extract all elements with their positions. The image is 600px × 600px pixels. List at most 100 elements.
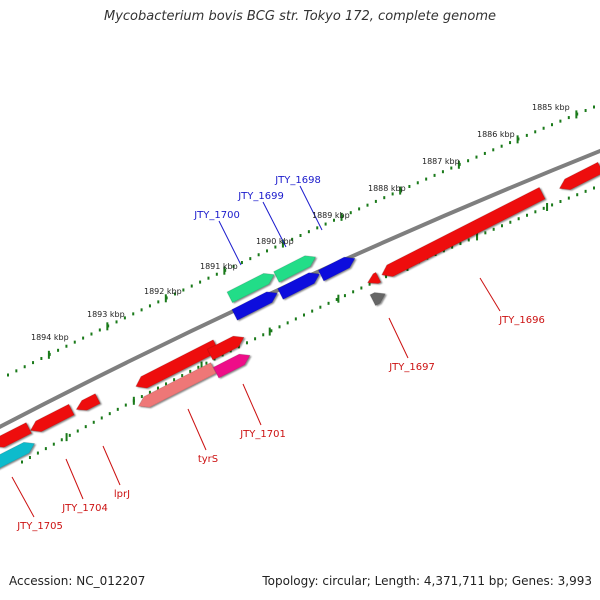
- gene-label-JTY_1700-connector: [218, 220, 242, 266]
- outer-scale-dot: [23, 365, 26, 369]
- outer-scale-dot: [82, 336, 85, 340]
- gene-arrow-JTY_1697[interactable]: [369, 288, 388, 306]
- inner-scale-dot: [294, 317, 297, 321]
- kbp-label: 1889 kbp: [312, 211, 350, 220]
- gene-arrow-unlabeled[interactable]: [365, 271, 382, 287]
- gene-arrow-unlabeled[interactable]: [317, 253, 357, 282]
- gene-label-JTY_1697-connector: [388, 317, 409, 359]
- inner-scale-dot: [360, 286, 363, 290]
- outer-scale-dot: [567, 116, 570, 120]
- outer-scale-major-tick: [281, 239, 284, 248]
- inner-scale-major-tick: [65, 433, 68, 442]
- inner-scale-dot: [100, 416, 103, 420]
- outer-scale-dot: [433, 173, 436, 177]
- outer-scale-dot: [408, 184, 411, 188]
- outer-scale-track: [7, 105, 595, 377]
- gene-arrow-unlabeled[interactable]: [206, 332, 246, 361]
- gene-arrow-lprJ[interactable]: [74, 393, 101, 415]
- gene-arrow-unlabeled[interactable]: [231, 288, 280, 321]
- outer-scale-dot: [257, 253, 260, 257]
- outer-scale-dot: [174, 292, 177, 296]
- inner-scale-dot: [262, 333, 265, 337]
- outer-scale-dot: [291, 237, 294, 241]
- outer-scale-dot: [90, 332, 93, 336]
- outer-scale-dot: [32, 361, 35, 365]
- inner-scale-dot: [156, 386, 159, 390]
- gene-arrow-JTY_1705[interactable]: [0, 438, 37, 471]
- gene-arrow-JTY_1704[interactable]: [28, 403, 75, 436]
- gene-arrow-JTY_1696[interactable]: [379, 186, 546, 280]
- kbp-label: 1888 kbp: [368, 184, 406, 193]
- inner-scale-dot: [116, 407, 119, 411]
- outer-scale-dot: [240, 261, 243, 265]
- inner-scale-dot: [84, 425, 87, 429]
- kbp-label: 1885 kbp: [532, 103, 570, 112]
- gene-label-JTY_1696[interactable]: JTY_1696: [498, 315, 545, 326]
- inner-scale-dot: [509, 220, 512, 224]
- topology-summary: Topology: circular; Length: 4,371,711 bp…: [262, 574, 592, 588]
- outer-scale-dot: [492, 148, 495, 152]
- gene-label-JTY_1697[interactable]: JTY_1697: [388, 362, 435, 373]
- outer-scale-dot: [391, 192, 394, 196]
- gene-arrow-JTY_1698[interactable]: [273, 252, 319, 283]
- gene-arrow-unlabeled[interactable]: [557, 161, 600, 194]
- outer-scale-dot: [65, 344, 68, 348]
- outer-scale-dot: [73, 340, 76, 344]
- gene-label-tyrS[interactable]: tyrS: [198, 454, 218, 465]
- inner-scale-dot: [343, 294, 346, 298]
- outer-scale-dot: [349, 211, 352, 215]
- gene-label-JTY_1705[interactable]: JTY_1705: [16, 521, 63, 532]
- outer-scale-dot: [249, 257, 252, 261]
- gene-label-lprJ[interactable]: lprJ: [114, 489, 130, 500]
- outer-scale-dot: [383, 196, 386, 200]
- gene-label-JTY_1700[interactable]: JTY_1700: [193, 210, 240, 221]
- gene-label-JTY_1698[interactable]: JTY_1698: [274, 175, 321, 186]
- outer-scale-dot: [15, 369, 18, 373]
- outer-scale-dot: [551, 123, 554, 127]
- gene-label-JTY_1701[interactable]: JTY_1701: [239, 429, 286, 440]
- outer-scale-dot: [593, 105, 595, 109]
- outer-scale-dot: [140, 308, 143, 312]
- gene-label-JTY_1705-connector: [11, 476, 35, 518]
- inner-scale-dot: [28, 456, 31, 460]
- inner-scale-dot: [534, 210, 537, 214]
- kbp-label: 1887 kbp: [422, 157, 460, 166]
- gene-label-JTY_1699[interactable]: JTY_1699: [237, 191, 284, 202]
- inner-scale-dot: [526, 213, 529, 217]
- gene-arrow-unlabeled[interactable]: [0, 422, 32, 452]
- outer-scale-dot: [299, 234, 302, 237]
- gene-label-JTY_1704[interactable]: JTY_1704: [61, 503, 108, 514]
- kbp-label: 1886 kbp: [477, 130, 515, 139]
- inner-scale-major-tick: [546, 202, 549, 211]
- outer-scale-dot: [324, 222, 327, 226]
- outer-scale-dot: [509, 141, 512, 145]
- inner-scale-dot: [542, 206, 545, 210]
- kbp-scale-labels: 1885 kbp 1886 kbp 1887 kbp 1888 kbp 1889 kbp…: [31, 103, 570, 342]
- outer-scale-dot: [199, 280, 202, 284]
- outer-scale-dot: [534, 130, 537, 134]
- inner-scale-dot: [205, 361, 208, 365]
- inner-scale-dot: [368, 282, 371, 286]
- outer-scale-dot: [584, 109, 587, 113]
- map-title: Mycobacterium bovis BCG str. Tokyo 172, …: [104, 9, 496, 24]
- gene-label-tyrS-connector: [187, 408, 207, 451]
- inner-scale-major-tick: [200, 361, 203, 370]
- outer-scale-dot: [525, 133, 528, 137]
- gene-arrow-JTY_1700[interactable]: [226, 269, 277, 304]
- inner-scale-dot: [451, 245, 454, 249]
- gene-labels: JTY_1698 JTY_1699 JTY_1700 JTY_1696 JTY_1697…: [16, 175, 545, 532]
- outer-scale-dot: [358, 207, 361, 211]
- gene-label-JTY_1701-connector: [242, 383, 262, 426]
- inner-scale-dot: [21, 460, 23, 464]
- inner-scale-dot: [335, 297, 338, 301]
- inner-scale-dot: [303, 313, 305, 317]
- inner-scale-dot: [76, 429, 79, 433]
- outer-scale-dot: [115, 320, 118, 324]
- gene-arrow-JTY_1701[interactable]: [212, 350, 252, 379]
- inner-scale-dot: [500, 224, 503, 228]
- outer-scale-dot: [366, 203, 369, 207]
- gene-arrow-JTY_1699[interactable]: [277, 269, 323, 300]
- outer-scale-dot: [374, 199, 377, 203]
- inner-scale-dot: [492, 227, 495, 231]
